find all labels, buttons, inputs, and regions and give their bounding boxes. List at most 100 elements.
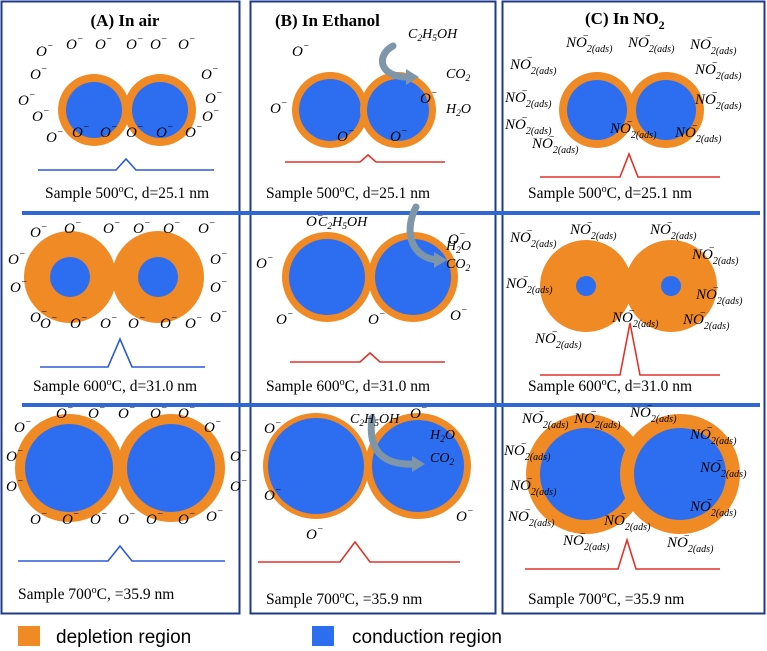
grain-conduction-11 [661, 276, 681, 296]
no2-adsorbed-label: NO2(ads)− [691, 243, 739, 267]
oxygen-ion-label: O− [178, 403, 196, 422]
co2-label: CO2 [430, 451, 454, 468]
oxygen-ion-label: O− [306, 524, 324, 543]
oxygen-ion-label: O− [368, 309, 386, 328]
no2-adsorbed-label: NO2(ads)− [674, 121, 722, 145]
co2-label: CO2 [446, 257, 470, 274]
oxygen-ion-label: O− [163, 218, 181, 237]
oxygen-ion-label: O− [178, 509, 196, 528]
no2-adsorbed-label: NO2(ads)− [609, 117, 657, 141]
no2-adsorbed-label: NO2(ads)− [689, 33, 737, 57]
oxygen-ion-label: O− [6, 446, 24, 465]
oxygen-ion-label: O− [160, 313, 178, 332]
oxygen-ion-label: O− [126, 34, 144, 53]
barrier-profile-no2-8 [525, 537, 720, 570]
oxygen-ion-label: O− [456, 506, 474, 525]
oxygen-ion-label: O− [230, 446, 248, 465]
caption-ethanol-600: Sample 600oC, d=31.0 nm [266, 377, 430, 395]
oxygen-ion-label: O− [306, 211, 324, 230]
oxygen-ion-label: O− [88, 403, 106, 422]
oxygen-ion-label: O− [450, 305, 468, 324]
oxygen-ion-label: O− [46, 127, 64, 146]
oxygen-ion-label: O− [420, 88, 438, 107]
oxygen-ion-label: O− [56, 403, 74, 422]
grain-conduction-4 [567, 80, 627, 140]
oxygen-ion-label: O− [256, 253, 274, 272]
oxygen-ion-label: O− [270, 98, 288, 117]
oxygen-ion-label: O− [30, 222, 48, 241]
no2-adsorbed-label: NO2(ads)− [689, 495, 737, 519]
oxygen-ion-label: O− [64, 218, 82, 237]
oxygen-ion-label: O− [292, 41, 310, 60]
oxygen-ion-label: O− [100, 122, 118, 141]
caption-layer: Sample 500oC, d=25.1 nm Sample 500oC, d=2… [18, 184, 692, 608]
reaction-arrow-head-1 [434, 252, 447, 268]
oxygen-ion-label: O− [204, 417, 222, 436]
oxygen-ion-label: O− [201, 64, 219, 83]
oxygen-ion-label: O− [264, 418, 282, 437]
oxygen-ion-label: O− [210, 249, 228, 268]
h2o-label: H2O [445, 239, 471, 256]
oxygen-ion-label: O− [150, 403, 168, 422]
no2-adsorbed-label: NO2(ads)− [682, 308, 730, 332]
no2-adsorbed-label: NO2(ads)− [531, 132, 579, 156]
ethanol-label: C2H5OH [318, 215, 368, 232]
no2-adsorbed-label: NO2(ads)− [509, 474, 557, 498]
grain-layer [15, 72, 740, 534]
caption-air-700: Sample 700oC, =35.9 nm [18, 585, 174, 603]
grain-conduction-16 [540, 428, 632, 520]
no2-adsorbed-label: NO2(ads)− [666, 531, 714, 555]
barrier-profile-no2-5 [540, 322, 720, 376]
oxygen-ion-label: O− [185, 122, 203, 141]
oxygen-ion-label: O− [210, 277, 228, 296]
barrier-profile-air-0 [38, 157, 214, 171]
legend-label-depletion: depletion region [56, 627, 191, 648]
oxygen-ion-label: O− [70, 313, 88, 332]
oxygen-ion-label: O− [198, 218, 216, 237]
legend-swatch-depletion [18, 626, 40, 646]
oxygen-ion-label: O− [30, 307, 48, 326]
grain-conduction-12 [25, 424, 113, 512]
co2-label: CO2 [446, 67, 470, 84]
barrier-profile-eth-4 [290, 351, 445, 363]
oxygen-ion-label: O− [126, 122, 144, 141]
oxygen-ion-label: O− [40, 313, 58, 332]
column-title-no2-main: (C) In NO [585, 9, 659, 28]
caption-no2-500: Sample 500oC, d=25.1 nm [528, 184, 692, 202]
no2-adsorbed-label: NO2(ads)− [521, 407, 569, 431]
grain-conduction-0 [66, 82, 122, 138]
reaction-arrow-0 [379, 42, 414, 81]
no2-adsorbed-label: NO2(ads)− [569, 218, 617, 242]
no2-adsorbed-label: NO2(ads)− [699, 456, 747, 480]
no2-adsorbed-label: NO2(ads)− [573, 407, 621, 431]
oxygen-ion-label: O− [230, 476, 248, 495]
oxygen-ion-label: O− [156, 122, 174, 141]
column-title-ethanol: (B) In Ethanol [275, 11, 380, 30]
no2-adsorbed-label: NO2(ads)− [689, 423, 737, 447]
oxygen-ion-label: O− [128, 313, 146, 332]
barrier-profile-air-3 [40, 336, 205, 368]
h2o-label: H2O [445, 102, 471, 119]
oxygen-ion-label: O− [390, 126, 408, 145]
oxygen-ion-label: O− [150, 34, 168, 53]
no2-adsorbed-label: NO2(ads)− [629, 401, 677, 425]
caption-ethanol-700: Sample 700oC, =35.9 nm [266, 590, 422, 608]
no2-adsorbed-label: NO2(ads)− [503, 439, 551, 463]
ethanol-label: C2H5OH [350, 412, 400, 429]
oxygen-ion-label: O− [62, 509, 80, 528]
no2-adsorbed-label: NO2(ads)− [565, 31, 613, 55]
oxygen-ion-label: O− [72, 122, 90, 141]
no2-adsorbed-label: NO2(ads)− [507, 505, 555, 529]
grain-conduction-8 [289, 239, 365, 315]
no2-adsorbed-label: NO2(ads)− [627, 31, 675, 55]
h2o-label: H2O [429, 428, 455, 445]
panel-frame-air [0, 0, 241, 615]
oxygen-ion-label: O− [276, 309, 294, 328]
grain-conduction-14 [268, 418, 364, 514]
oxygen-ion-label: O− [90, 509, 108, 528]
oxygen-ion-label: O− [202, 106, 220, 125]
no2-adsorbed-label: NO2(ads)− [504, 86, 552, 110]
oxygen-ion-label: O− [205, 88, 223, 107]
panel-frame-ethanol [249, 0, 497, 615]
no2-adsorbed-label: NO2(ads)− [649, 218, 697, 242]
